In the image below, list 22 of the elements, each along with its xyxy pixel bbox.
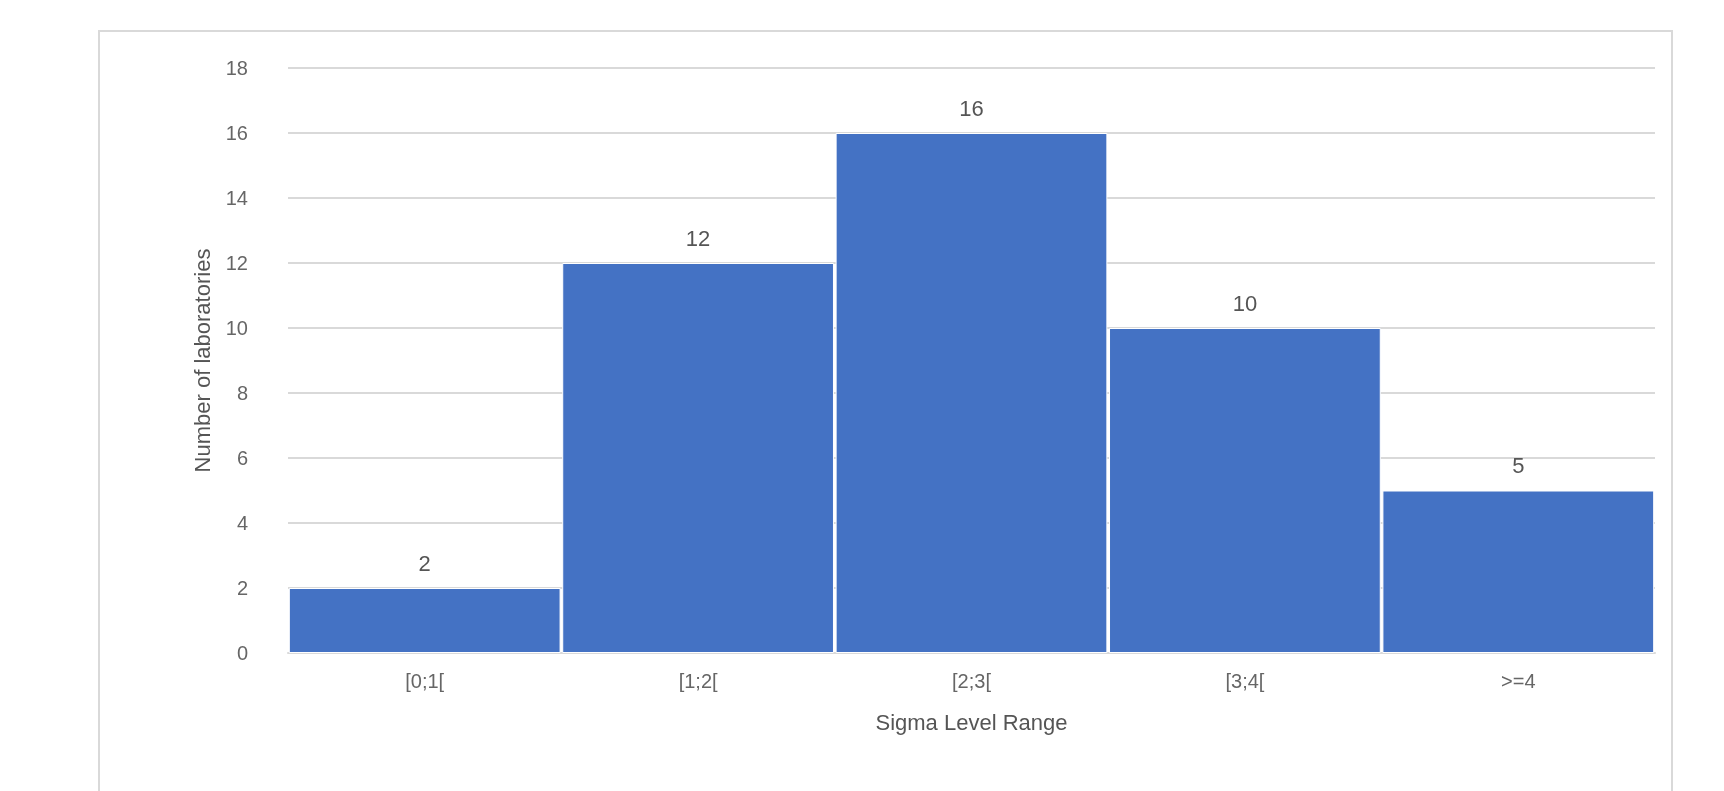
data-label: 2 [418, 550, 431, 576]
y-tick-label: 4 [236, 512, 248, 534]
data-label: 12 [685, 225, 711, 251]
x-tick-label: >=4 [1501, 670, 1536, 692]
y-tick-label: 2 [236, 577, 248, 599]
y-tick-label: 16 [225, 122, 248, 144]
y-tick-label: 12 [225, 252, 248, 274]
y-tick-label: 6 [236, 447, 248, 469]
y-tick-label: 14 [225, 187, 248, 209]
y-tick-label: 8 [236, 382, 248, 404]
data-label: 16 [959, 95, 984, 121]
x-tick-label: [1;2[ [678, 670, 718, 692]
y-tick-label: 18 [225, 57, 248, 79]
y-tick-label: 10 [225, 317, 248, 339]
y-axis-title: Number of laboratories [189, 248, 215, 473]
data-label: 5 [1512, 453, 1525, 478]
x-tick-label: [2;3[ [952, 670, 992, 692]
y-tick-label: 0 [236, 642, 248, 664]
data-label: 10 [1232, 290, 1258, 316]
x-axis-title: Sigma Level Range [875, 709, 1068, 735]
x-tick-label: [0;1[ [405, 670, 445, 692]
x-tick-label: [3;4[ [1225, 670, 1265, 692]
